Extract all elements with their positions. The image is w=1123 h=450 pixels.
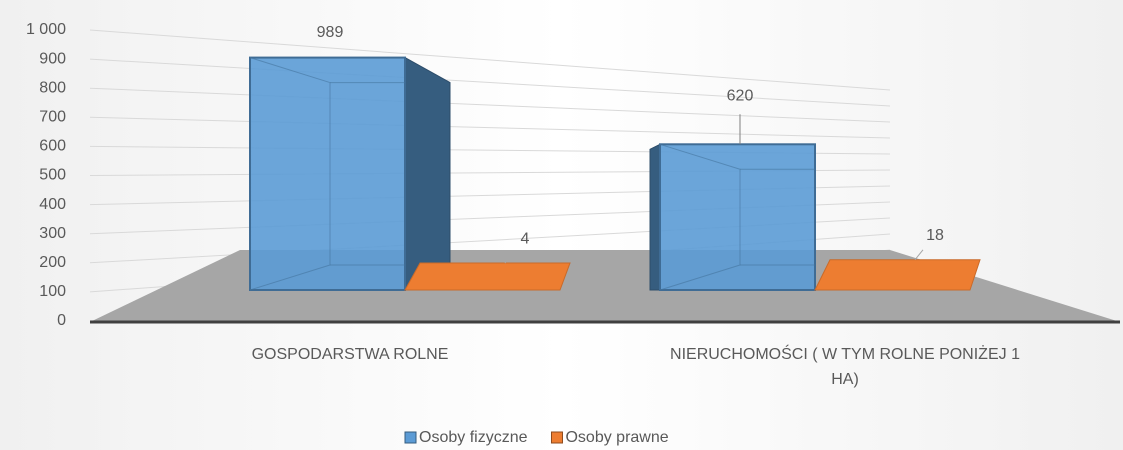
legend-swatch: [404, 431, 417, 444]
grid-line: [89, 58, 891, 107]
data-label: 18: [926, 227, 944, 244]
y-tick-label: 1 000: [26, 21, 66, 38]
x-tick-label: GOSPODARSTWA ROLNE: [252, 346, 449, 363]
grid-line: [89, 116, 891, 139]
y-tick-label: 200: [39, 254, 66, 271]
y-tick-label: 300: [39, 225, 66, 242]
x-tick-label-line: HA): [831, 371, 859, 388]
data-label: 4: [521, 230, 530, 247]
bar: [659, 143, 816, 291]
bar-side: [404, 56, 451, 291]
bar: [404, 262, 571, 291]
data-label: 989: [317, 24, 344, 41]
y-tick-label: 0: [57, 312, 66, 329]
leader-line: [914, 249, 924, 261]
legend-label: Osoby fizyczne: [419, 429, 528, 446]
y-tick-label: 100: [39, 283, 66, 300]
x-tick-label: NIERUCHOMOŚCI ( W TYM ROLNE PONIŻEJ 1 HA): [670, 344, 1020, 388]
x-tick-label-line: NIERUCHOMOŚCI ( W TYM ROLNE PONIŻEJ 1: [670, 344, 1020, 363]
bar: [249, 56, 406, 291]
bar-inner-edge: [249, 57, 331, 291]
y-tick-label: 400: [39, 196, 66, 213]
y-tick-label: 600: [39, 138, 66, 155]
y-tick-label: 900: [39, 50, 66, 67]
grid-line: [89, 29, 891, 91]
bar-inner-edge: [659, 143, 741, 291]
leader-line: [504, 252, 514, 264]
data-label: 620: [727, 88, 754, 105]
legend-swatch: [550, 431, 563, 444]
y-tick-label: 800: [39, 79, 66, 96]
legend-label: Osoby prawne: [565, 429, 668, 446]
y-tick-label: 500: [39, 167, 66, 184]
bar: [814, 259, 981, 291]
grid-line: [89, 87, 891, 123]
y-tick-label: 700: [39, 109, 66, 126]
bar-side: [649, 143, 661, 291]
